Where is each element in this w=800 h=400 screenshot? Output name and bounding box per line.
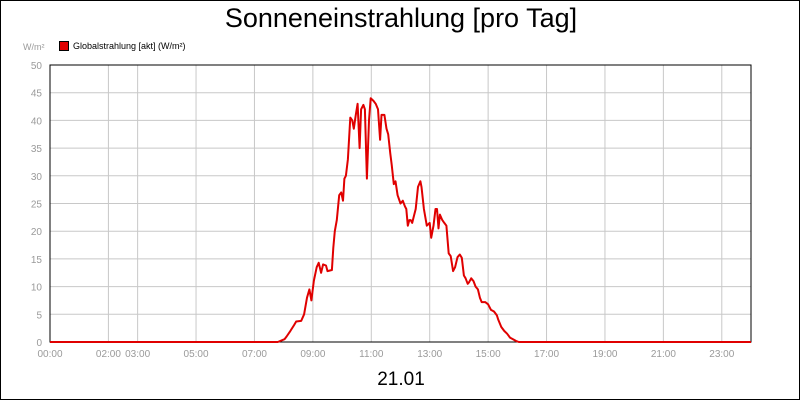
y-tick-label: 5 bbox=[36, 310, 42, 321]
x-tick-label: 17:00 bbox=[534, 349, 559, 360]
x-tick-label: 02:00 bbox=[96, 349, 121, 360]
x-tick-label: 13:00 bbox=[417, 349, 442, 360]
y-tick-label: 10 bbox=[31, 283, 43, 294]
y-tick-label: 50 bbox=[31, 61, 43, 72]
x-tick-label: 05:00 bbox=[184, 349, 209, 360]
legend-swatch bbox=[59, 41, 69, 51]
y-tick-label: 30 bbox=[31, 172, 43, 183]
series-line-globalstrahlung bbox=[50, 97, 751, 343]
x-tick-label: 03:00 bbox=[125, 349, 150, 360]
x-tick-label: 07:00 bbox=[242, 349, 267, 360]
x-tick-label: 00:00 bbox=[37, 349, 62, 360]
y-unit-label: W/m² bbox=[23, 42, 45, 52]
y-tick-label: 20 bbox=[31, 227, 43, 238]
y-tick-label: 35 bbox=[31, 144, 43, 155]
legend-label: Globalstrahlung [akt] (W/m²) bbox=[73, 41, 186, 51]
x-tick-label: 21:00 bbox=[651, 349, 676, 360]
y-tick-label: 45 bbox=[31, 89, 43, 100]
y-tick-label: 0 bbox=[36, 338, 42, 349]
date-label: 21.01 bbox=[377, 369, 425, 390]
chart-title: Sonneneinstrahlung [pro Tag] bbox=[224, 3, 578, 33]
x-tick-label: 15:00 bbox=[476, 349, 501, 360]
y-tick-label: 25 bbox=[31, 200, 43, 211]
x-tick-label: 23:00 bbox=[709, 349, 734, 360]
plot-border bbox=[49, 64, 752, 343]
y-tick-label: 15 bbox=[31, 255, 43, 266]
legend: Globalstrahlung [akt] (W/m²) bbox=[59, 39, 186, 53]
x-tick-label: 09:00 bbox=[300, 349, 325, 360]
y-tick-label: 40 bbox=[31, 116, 43, 127]
x-tick-label: 11:00 bbox=[359, 349, 384, 360]
x-tick-label: 19:00 bbox=[592, 349, 617, 360]
